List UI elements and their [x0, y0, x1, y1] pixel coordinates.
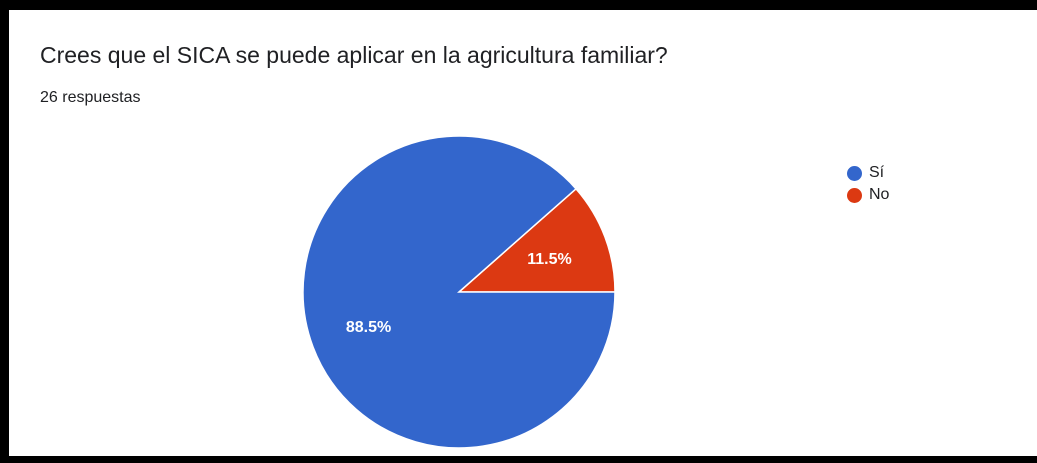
legend-swatch-si [847, 165, 862, 181]
legend-label-si: Sí [869, 164, 885, 181]
legend-label-no: No [869, 186, 890, 203]
pie-slice-no[interactable] [457, 187, 616, 293]
response-count: 26 respuestas [40, 89, 141, 106]
legend-item-no[interactable]: No [847, 184, 889, 206]
chart-legend: Sí No [847, 162, 889, 206]
legend-item-si[interactable]: Sí [847, 162, 889, 184]
pie-chart: 11.5% 88.5% [302, 135, 616, 449]
pie-label-no: 11.5% [527, 251, 571, 268]
question-title: Crees que el SICA se puede aplicar en la… [40, 42, 668, 68]
legend-swatch-no [847, 187, 862, 203]
question-card: Crees que el SICA se puede aplicar en la… [9, 10, 1037, 456]
pie-label-si: 88.5% [346, 319, 391, 336]
pie-slice-si[interactable] [302, 135, 616, 449]
